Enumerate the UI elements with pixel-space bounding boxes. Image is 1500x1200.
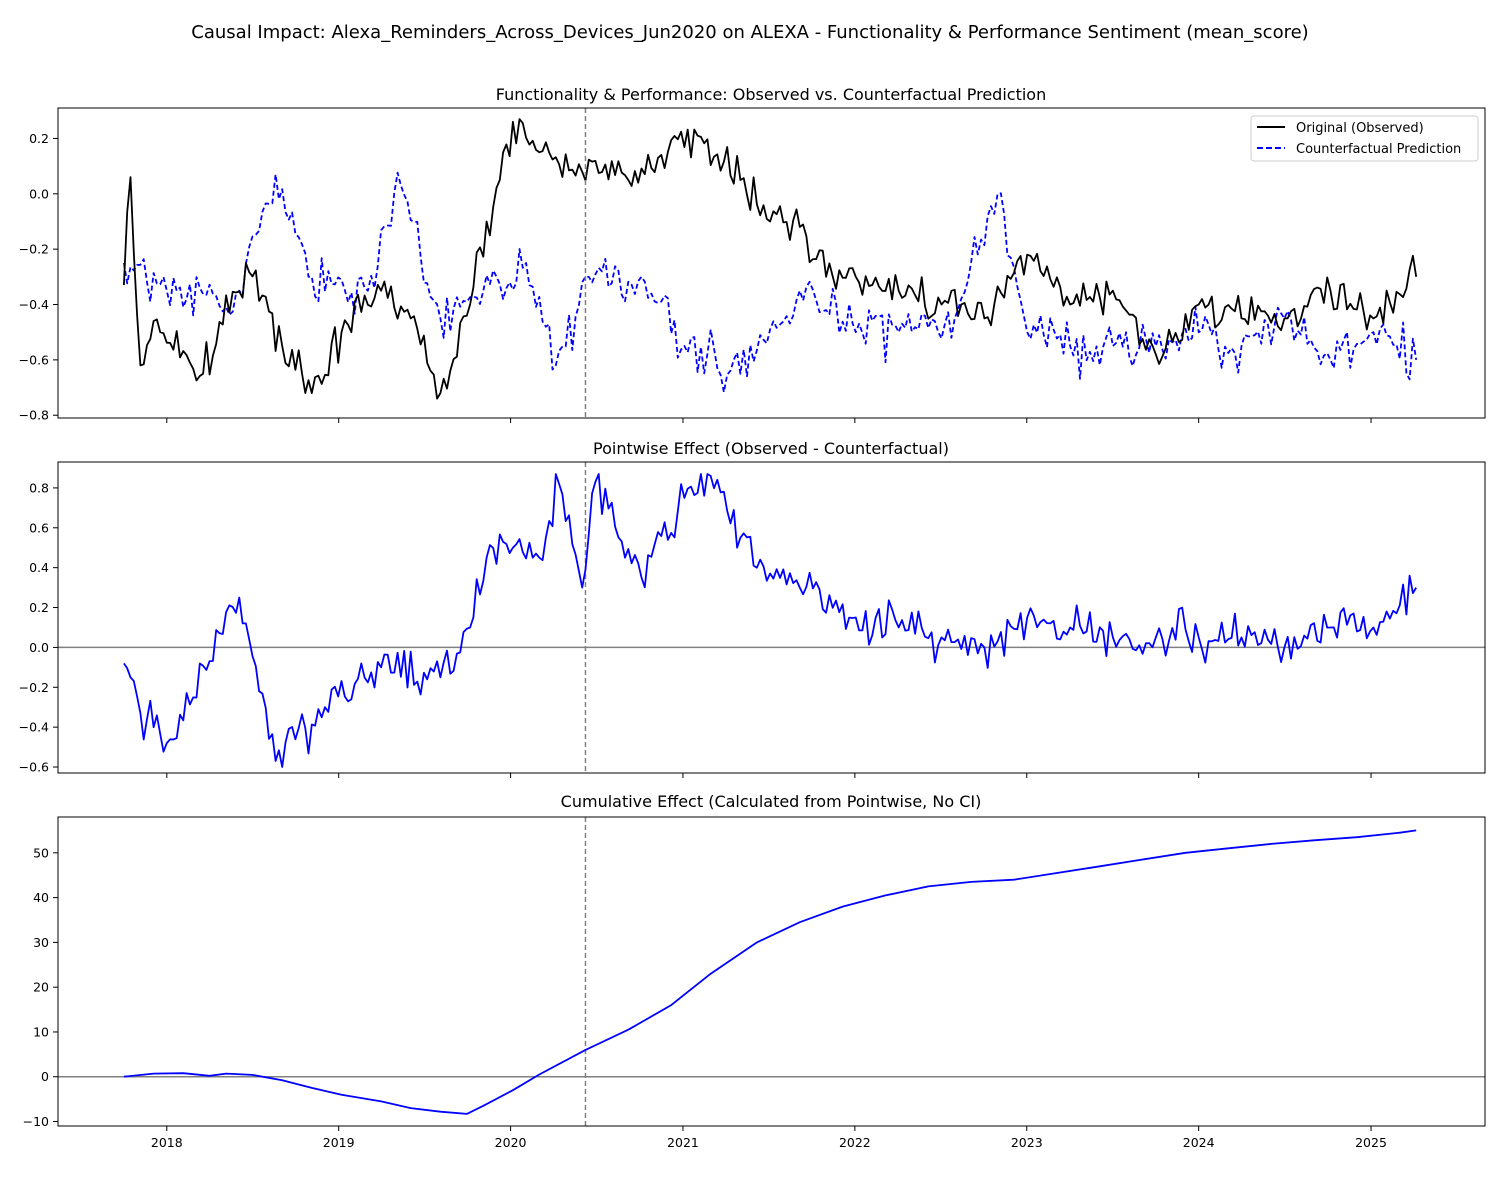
series-pointwise-effect-line bbox=[123, 473, 1417, 768]
panel-1-frame bbox=[57, 107, 1486, 419]
x-tick-label: 2023 bbox=[1011, 1135, 1043, 1150]
panel-observed-vs-counterfactual: Functionality & Performance: Observed vs… bbox=[19, 85, 1486, 423]
series-cumulative-effect-line bbox=[123, 829, 1417, 1115]
panel-2-series bbox=[123, 473, 1417, 768]
series-counterfactual-line bbox=[123, 171, 1418, 394]
y-tick-label: −0.6 bbox=[19, 352, 49, 367]
series-observed-line bbox=[123, 118, 1418, 400]
y-tick-label: 10 bbox=[33, 1024, 49, 1039]
y-tick-label: 0.2 bbox=[29, 131, 49, 146]
y-tick-label: 50 bbox=[33, 845, 49, 860]
legend-frame bbox=[1250, 115, 1479, 162]
y-tick-label: 0.6 bbox=[29, 520, 49, 535]
y-tick-label: −0.4 bbox=[19, 297, 49, 312]
y-tick-label: 0.4 bbox=[29, 560, 49, 575]
y-tick-label: −10 bbox=[23, 1114, 49, 1129]
legend-label-observed: Original (Observed) bbox=[1296, 121, 1424, 136]
y-tick-label: −0.8 bbox=[19, 408, 49, 423]
panel-2-axes: 0.8 0.6 0.4 0.2 0.0 −0.2 −0.4 −0.6 bbox=[19, 461, 1486, 778]
panel-3-reference-lines bbox=[58, 817, 1485, 1126]
x-tick-label: 2025 bbox=[1355, 1135, 1387, 1150]
legend-label-counterfactual: Counterfactual Prediction bbox=[1296, 142, 1461, 157]
panel-1-title: Functionality & Performance: Observed vs… bbox=[496, 85, 1046, 104]
x-tick-label: 2021 bbox=[667, 1135, 699, 1150]
panel-2-reference-lines bbox=[58, 462, 1485, 773]
panel-cumulative-effect: Cumulative Effect (Calculated from Point… bbox=[23, 792, 1486, 1150]
panel-3-title: Cumulative Effect (Calculated from Point… bbox=[561, 792, 982, 811]
panel-2-title: Pointwise Effect (Observed - Counterfact… bbox=[593, 439, 949, 458]
panel-2-frame bbox=[57, 461, 1486, 774]
x-tick-label: 2019 bbox=[323, 1135, 355, 1150]
panel-3-axes: 50 40 30 20 10 0 −10 2018 2019 2020 2021 2022 2023 20… bbox=[23, 816, 1486, 1150]
panel-pointwise-effect: Pointwise Effect (Observed - Counterfact… bbox=[19, 439, 1486, 778]
legend: Original (Observed) Counterfactual Predi… bbox=[1250, 115, 1479, 162]
y-tick-label: 0 bbox=[41, 1069, 49, 1084]
figure-title: Causal Impact: Alexa_Reminders_Across_De… bbox=[191, 22, 1308, 43]
x-tick-label: 2024 bbox=[1183, 1135, 1215, 1150]
x-tick-label: 2018 bbox=[151, 1135, 183, 1150]
y-tick-label: 30 bbox=[33, 935, 49, 950]
y-tick-label: −0.2 bbox=[19, 680, 49, 695]
panel-3-series bbox=[123, 829, 1417, 1115]
y-tick-label: −0.4 bbox=[19, 720, 49, 735]
y-tick-label: 0.8 bbox=[29, 480, 49, 495]
y-tick-label: 20 bbox=[33, 980, 49, 995]
y-tick-label: 0.0 bbox=[29, 640, 49, 655]
panel-1-axes: 0.2 0.0 −0.2 −0.4 −0.6 −0.8 bbox=[19, 107, 1486, 423]
x-tick-label: 2020 bbox=[495, 1135, 527, 1150]
panel-3-frame bbox=[57, 816, 1486, 1127]
x-tick-label: 2022 bbox=[839, 1135, 871, 1150]
y-tick-label: 0.0 bbox=[29, 186, 49, 201]
y-tick-label: −0.2 bbox=[19, 242, 49, 257]
panel-1-series bbox=[123, 118, 1418, 400]
y-tick-label: 40 bbox=[33, 890, 49, 905]
y-tick-label: 0.2 bbox=[29, 600, 49, 615]
y-tick-label: −0.6 bbox=[19, 760, 49, 775]
